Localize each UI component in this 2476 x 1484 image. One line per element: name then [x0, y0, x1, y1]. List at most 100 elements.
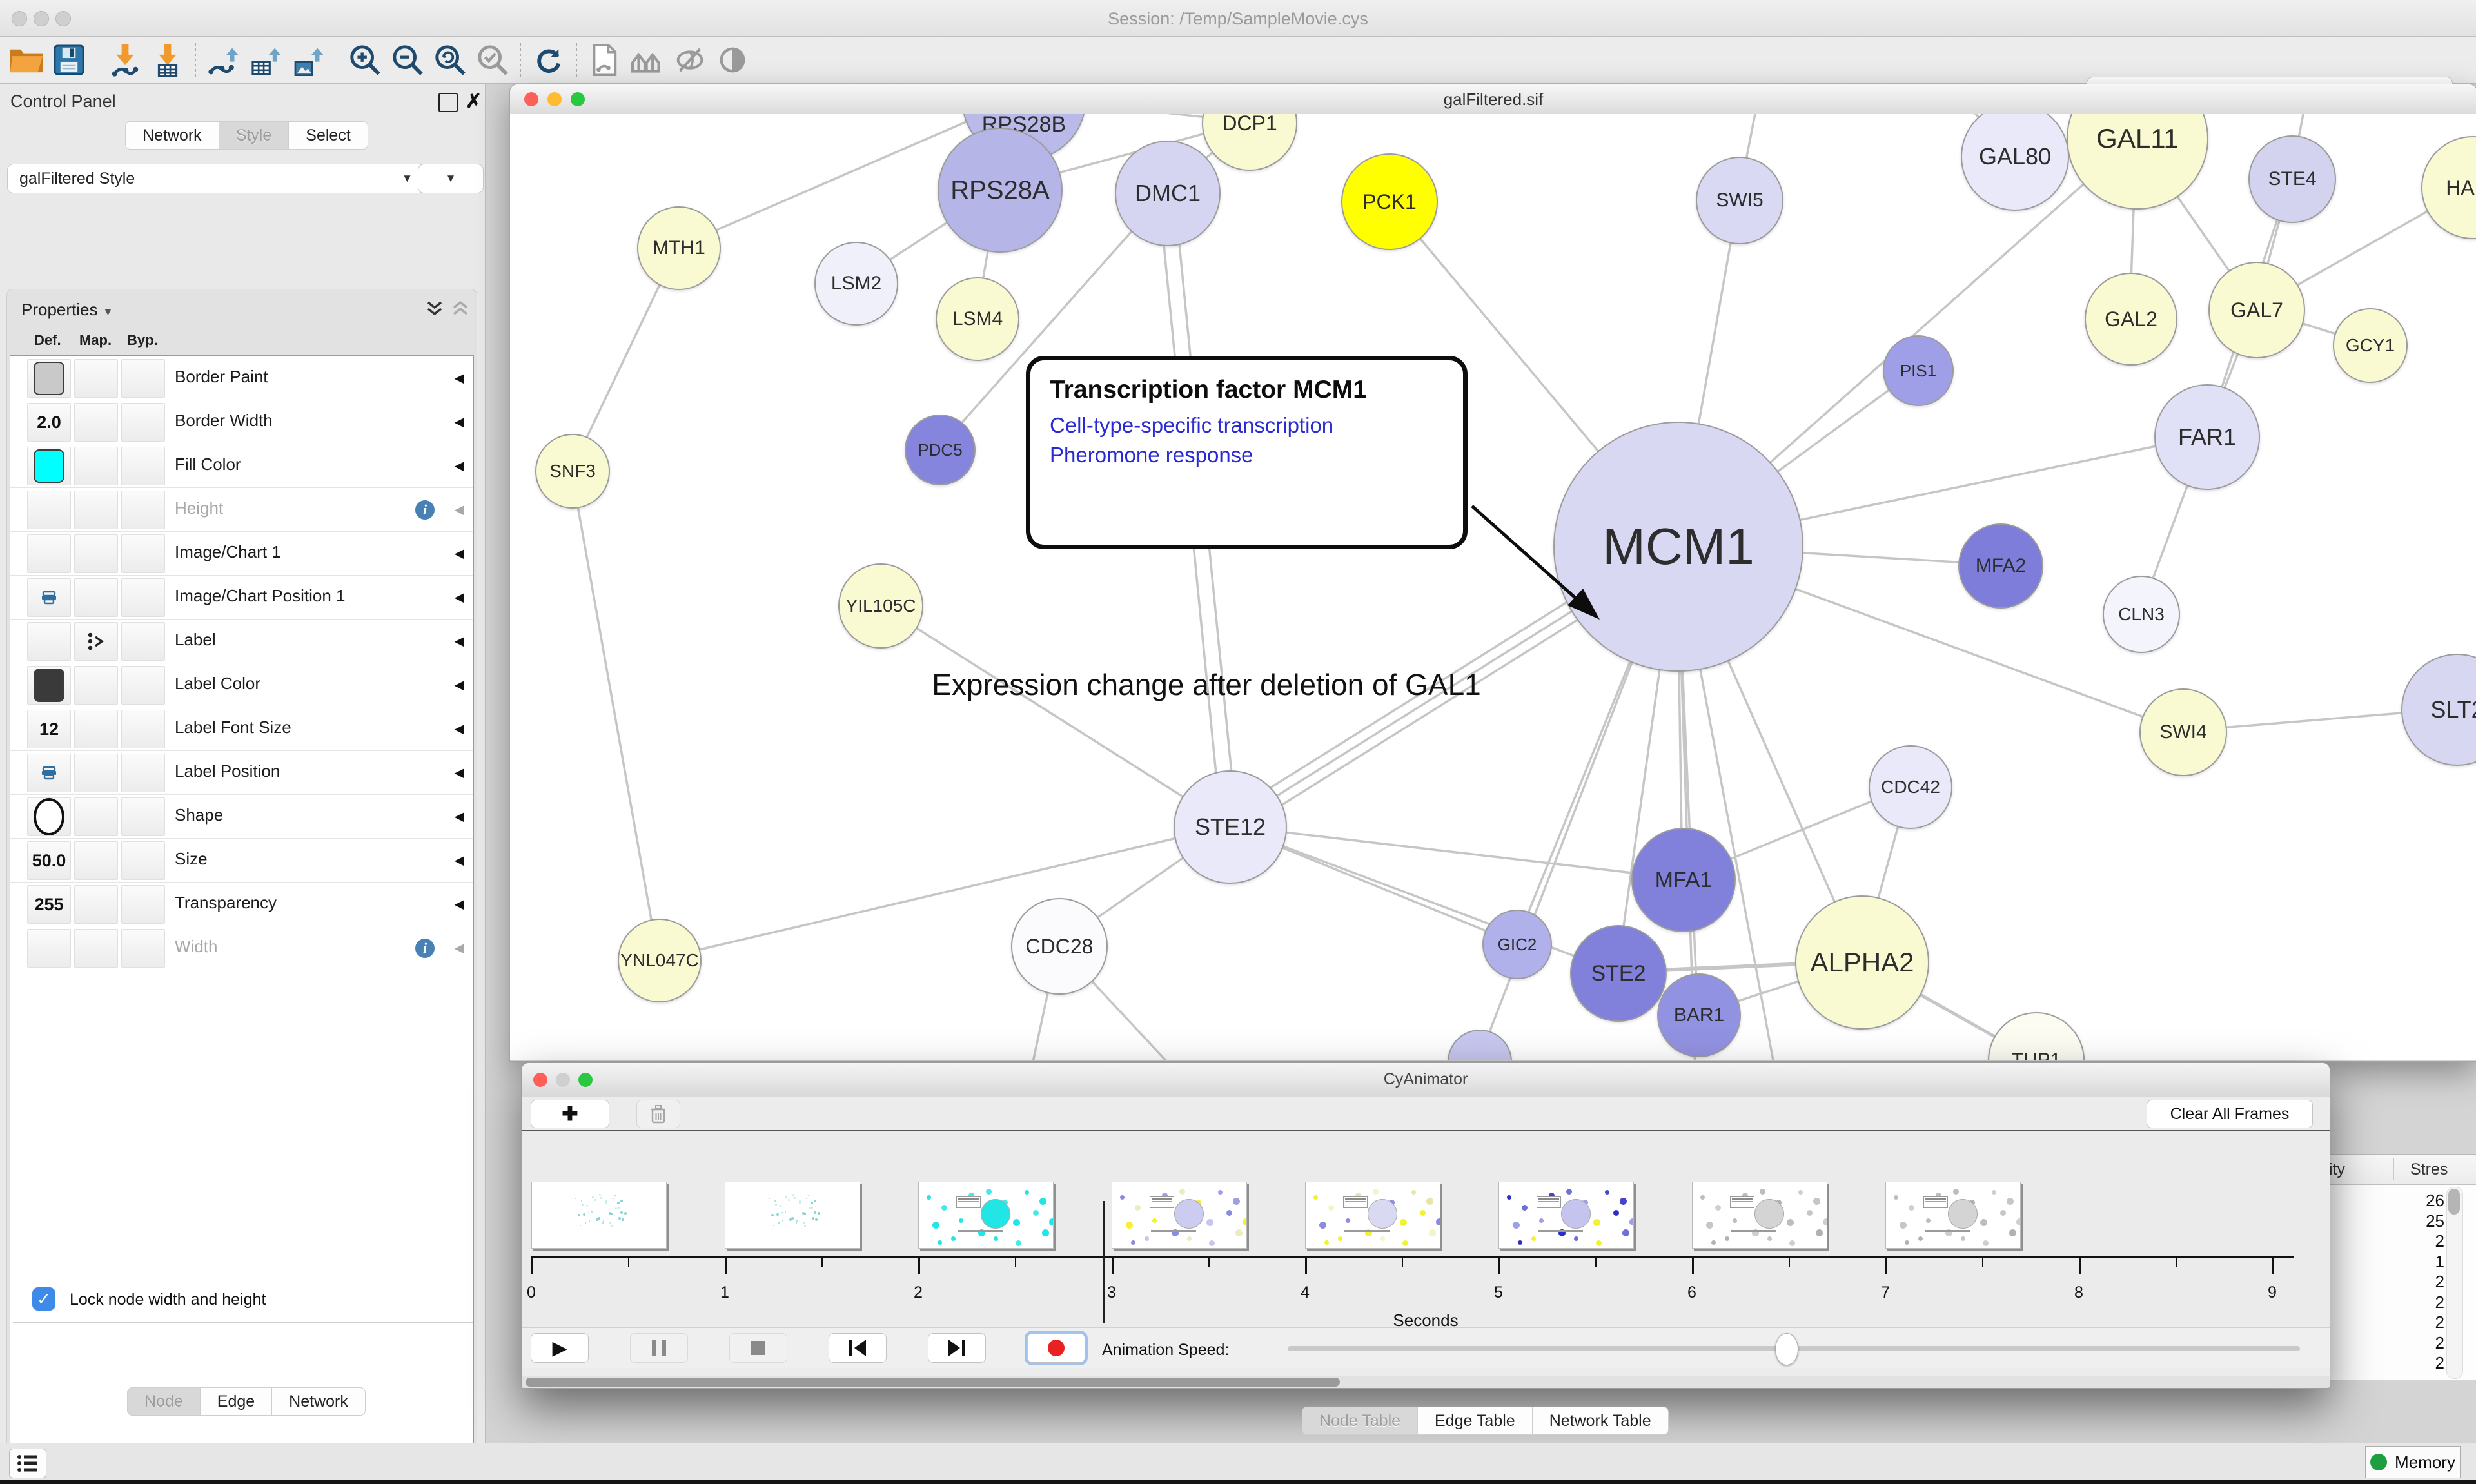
network-node-swi5[interactable]: SWI5 [1696, 157, 1783, 244]
network-node-pis1[interactable]: PIS1 [1883, 335, 1954, 406]
mapping-cell[interactable] [74, 666, 118, 705]
table-scrollbar[interactable] [2446, 1187, 2463, 1379]
expand-row-icon[interactable]: ◀ [454, 591, 464, 605]
export-table-icon[interactable] [248, 41, 285, 79]
slider-thumb[interactable] [1775, 1333, 1798, 1365]
zoom-out-icon[interactable] [389, 41, 426, 79]
network-node-ynl047c[interactable]: YNL047C [618, 919, 702, 1002]
expand-row-icon[interactable]: ◀ [454, 854, 464, 868]
tab-edge-table[interactable]: Edge Table [1417, 1407, 1533, 1435]
tab-network[interactable]: Network [271, 1387, 366, 1416]
network-caption-annotation[interactable]: Expression change after deletion of GAL1 [932, 668, 1481, 701]
snapshot-icon[interactable] [586, 41, 624, 79]
pause-button[interactable] [630, 1333, 688, 1363]
minimize-icon[interactable] [556, 1073, 570, 1087]
bypass-cell[interactable] [121, 885, 165, 924]
mapping-cell[interactable] [74, 578, 118, 617]
mapping-cell[interactable] [74, 797, 118, 836]
network-node-mfa2[interactable]: MFA2 [1958, 523, 2043, 609]
expand-all-icon[interactable] [425, 300, 444, 322]
table-cell-value[interactable]: 1 [2435, 1251, 2444, 1271]
mapping-cell[interactable] [74, 929, 118, 968]
timeline-hscrollbar[interactable] [522, 1376, 2330, 1388]
network-node-cdc28[interactable]: CDC28 [1011, 898, 1108, 995]
minimize-icon[interactable] [547, 92, 562, 106]
table-cell-value[interactable]: 2 [2435, 1313, 2444, 1332]
tab-node-table[interactable]: Node Table [1302, 1407, 1419, 1435]
bypass-cell[interactable] [121, 359, 165, 398]
table-cell-value[interactable]: 2 [2435, 1353, 2444, 1372]
cyanimator-titlebar[interactable]: CyAnimator [522, 1063, 2330, 1097]
cyanimator-timeline[interactable]: 0 1 2 3 4 5 6 7 8 9 Seconds [522, 1130, 2330, 1330]
default-value-cell[interactable]: 12 [27, 710, 71, 748]
expand-row-icon[interactable]: ◀ [454, 547, 464, 561]
network-node-lsm4[interactable]: LSM4 [936, 277, 1019, 361]
expand-row-icon[interactable]: ◀ [454, 459, 464, 473]
network-node-snf3[interactable]: SNF3 [535, 434, 610, 509]
network-node-yil105c[interactable]: YIL105C [838, 563, 923, 649]
record-button[interactable] [1027, 1333, 1085, 1363]
table-cell-value[interactable]: 2 [2435, 1231, 2444, 1251]
table-cell-value[interactable]: 2 [2435, 1292, 2444, 1312]
style-selector-dropdown[interactable]: galFiltered Style ▼ [7, 164, 425, 193]
import-table-icon[interactable] [149, 41, 186, 79]
bypass-cell[interactable] [121, 491, 165, 529]
network-node-dmc1[interactable]: DMC1 [1115, 141, 1221, 246]
mapping-cell[interactable] [74, 359, 118, 398]
expand-row-icon[interactable]: ◀ [454, 415, 464, 429]
float-panel-icon[interactable] [438, 93, 458, 112]
expand-row-icon[interactable]: ◀ [454, 941, 464, 955]
network-node-cdc42[interactable]: CDC42 [1869, 745, 1952, 829]
tab-select[interactable]: Select [288, 121, 368, 150]
import-network-icon[interactable] [106, 41, 144, 79]
default-value-cell[interactable] [27, 578, 71, 617]
default-value-cell[interactable] [27, 754, 71, 792]
info-icon[interactable]: i [415, 500, 435, 520]
expand-row-icon[interactable]: ◀ [454, 810, 464, 824]
network-node-ste12[interactable]: STE12 [1174, 770, 1287, 884]
table-column-stress[interactable]: Stres [2410, 1160, 2448, 1178]
table-column-headers[interactable]: ity Stres [2325, 1155, 2476, 1185]
default-value-cell[interactable]: 2.0 [27, 403, 71, 442]
export-network-icon[interactable] [205, 41, 242, 79]
tab-node[interactable]: Node [127, 1387, 201, 1416]
frame-thumbnail-2[interactable] [918, 1182, 1054, 1249]
bypass-cell[interactable] [121, 929, 165, 968]
play-button[interactable]: ▶ [531, 1333, 589, 1363]
table-cell-value[interactable]: 2 [2435, 1272, 2444, 1291]
bypass-cell[interactable] [121, 841, 165, 880]
network-canvas[interactable]: GAL11 GAL80 RPS28B DCP1 RPS28A DMC1 PCK1 SWI5 ST… [510, 114, 2476, 1060]
close-icon[interactable] [524, 92, 538, 106]
export-image-icon[interactable] [290, 41, 328, 79]
table-column-ity[interactable]: ity [2329, 1160, 2345, 1178]
annotation-link[interactable]: Cell-type-specific transcription [1050, 413, 1334, 437]
frame-thumbnail-6[interactable] [1692, 1182, 1827, 1249]
memory-button[interactable]: Memory [2365, 1446, 2461, 1478]
expand-row-icon[interactable]: ◀ [454, 634, 464, 649]
network-node-pck1[interactable]: PCK1 [1341, 153, 1438, 250]
bypass-cell[interactable] [121, 447, 165, 485]
open-session-icon[interactable] [8, 41, 45, 79]
network-node-gic2[interactable]: GIC2 [1482, 910, 1552, 979]
network-node-bar1[interactable]: BAR1 [1657, 973, 1741, 1057]
default-value-cell[interactable] [27, 447, 71, 485]
mapping-cell[interactable] [74, 403, 118, 442]
hscrollbar-thumb[interactable] [526, 1378, 1340, 1387]
default-value-cell[interactable] [27, 491, 71, 529]
mapping-cell[interactable] [74, 754, 118, 792]
bypass-cell[interactable] [121, 578, 165, 617]
column-divider[interactable] [2393, 1158, 2394, 1180]
skip-end-button[interactable] [928, 1333, 986, 1363]
mapping-cell[interactable] [74, 622, 118, 661]
maximize-icon[interactable] [571, 92, 585, 106]
network-window-titlebar[interactable]: galFiltered.sif [510, 84, 2476, 115]
network-node-cln3[interactable]: CLN3 [2103, 576, 2180, 653]
network-node-mth1[interactable]: MTH1 [637, 206, 721, 290]
frame-thumbnail-1[interactable] [725, 1182, 860, 1249]
table-cell-value[interactable]: 26 [2426, 1191, 2444, 1210]
bypass-cell[interactable] [121, 754, 165, 792]
stop-button[interactable] [729, 1333, 787, 1363]
default-value-cell[interactable]: 255 [27, 885, 71, 924]
zoom-fit-icon[interactable] [431, 41, 469, 79]
maximize-icon[interactable] [578, 1073, 593, 1087]
